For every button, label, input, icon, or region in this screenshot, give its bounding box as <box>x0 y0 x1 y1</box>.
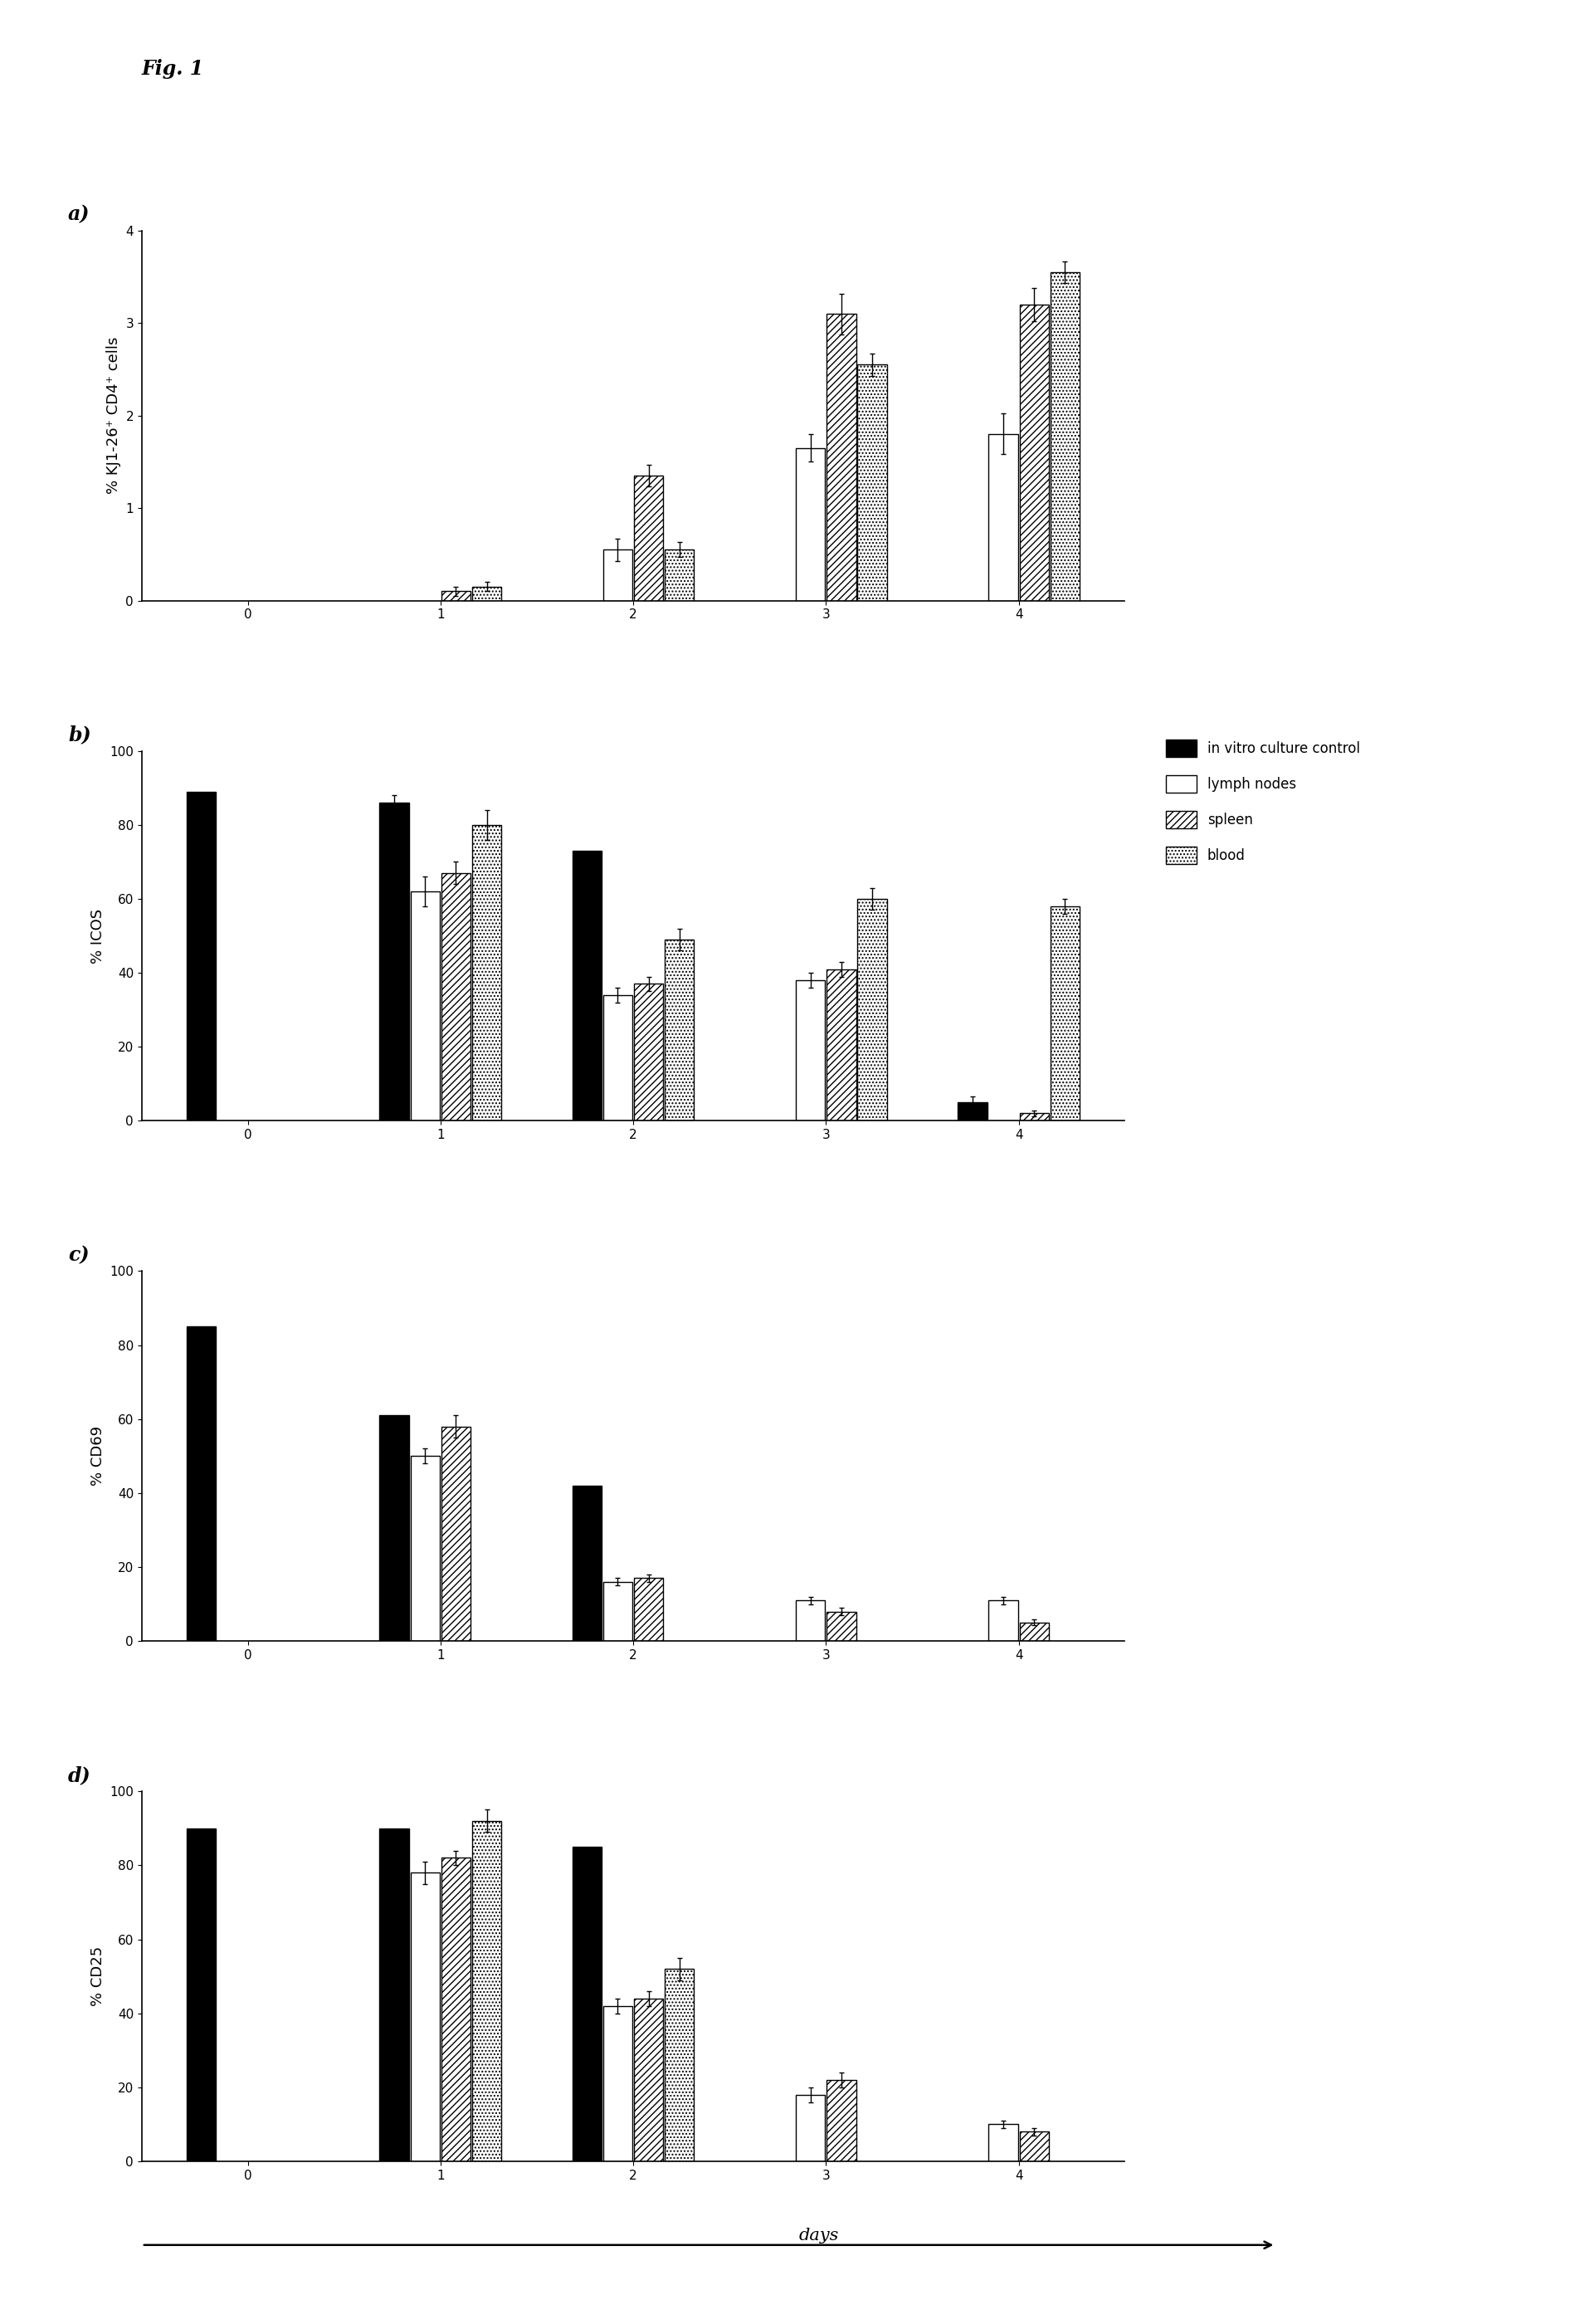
Bar <box>665 551 695 600</box>
Bar <box>472 586 501 600</box>
Bar <box>572 851 602 1120</box>
Bar <box>795 449 825 600</box>
Bar <box>380 1415 410 1641</box>
Bar <box>857 365 887 600</box>
Bar <box>1019 304 1049 600</box>
Bar <box>603 1583 633 1641</box>
Bar <box>441 590 471 600</box>
Bar <box>441 1857 471 2161</box>
Legend: in vitro culture control, lymph nodes, spleen, blood: in vitro culture control, lymph nodes, s… <box>1166 739 1359 865</box>
Y-axis label: % CD25: % CD25 <box>90 1945 106 2006</box>
Bar <box>857 899 887 1120</box>
Text: a): a) <box>68 205 90 225</box>
Text: days: days <box>799 2229 839 2243</box>
Y-axis label: % KJ1-26⁺ CD4⁺ cells: % KJ1-26⁺ CD4⁺ cells <box>106 337 121 495</box>
Text: c): c) <box>68 1246 90 1264</box>
Bar <box>411 1457 439 1641</box>
Bar <box>795 2094 825 2161</box>
Bar <box>827 2080 857 2161</box>
Bar <box>603 551 633 600</box>
Bar <box>989 435 1017 600</box>
Bar <box>441 874 471 1120</box>
Text: Fig. 1: Fig. 1 <box>142 58 205 79</box>
Bar <box>827 1611 857 1641</box>
Text: b): b) <box>68 725 91 744</box>
Bar <box>603 995 633 1120</box>
Y-axis label: % CD69: % CD69 <box>90 1427 106 1485</box>
Bar <box>411 1873 439 2161</box>
Bar <box>795 981 825 1120</box>
Bar <box>411 892 439 1120</box>
Bar <box>665 939 695 1120</box>
Bar <box>989 2124 1017 2161</box>
Bar <box>635 476 663 600</box>
Bar <box>635 983 663 1120</box>
Bar <box>572 1485 602 1641</box>
Bar <box>635 1578 663 1641</box>
Bar <box>187 1829 216 2161</box>
Bar <box>795 1601 825 1641</box>
Bar <box>441 1427 471 1641</box>
Bar <box>187 792 216 1120</box>
Bar <box>989 1601 1017 1641</box>
Bar <box>958 1102 988 1120</box>
Bar <box>1019 2131 1049 2161</box>
Bar <box>1019 1622 1049 1641</box>
Bar <box>827 969 857 1120</box>
Bar <box>380 802 410 1120</box>
Y-axis label: % ICOS: % ICOS <box>90 909 106 962</box>
Bar <box>827 314 857 600</box>
Bar <box>472 825 501 1120</box>
Bar <box>665 1968 695 2161</box>
Text: d): d) <box>68 1766 91 1785</box>
Bar <box>187 1327 216 1641</box>
Bar <box>603 2006 633 2161</box>
Bar <box>1019 1113 1049 1120</box>
Bar <box>1051 272 1079 600</box>
Bar <box>572 1848 602 2161</box>
Bar <box>1051 906 1079 1120</box>
Bar <box>635 1999 663 2161</box>
Bar <box>472 1822 501 2161</box>
Bar <box>380 1829 410 2161</box>
